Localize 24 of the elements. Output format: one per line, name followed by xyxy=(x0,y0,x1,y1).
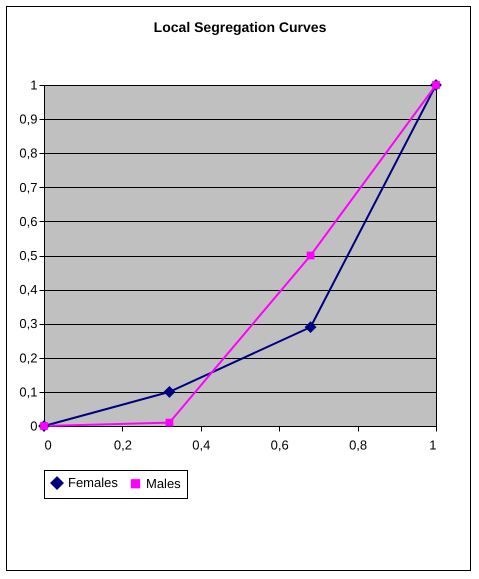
x-tick-label: 0,4 xyxy=(192,438,210,452)
x-tick-label: 1 xyxy=(429,438,436,452)
point xyxy=(304,321,316,334)
y-tick-label: 0,8 xyxy=(19,146,38,161)
y-tick-label: 0,2 xyxy=(19,350,38,366)
y-tick-label: 0,6 xyxy=(19,214,38,229)
point xyxy=(306,252,314,260)
y-tick-label: 0,3 xyxy=(19,316,38,332)
x-tick-label: 0,8 xyxy=(349,438,368,452)
legend-label: Males xyxy=(146,476,182,491)
y-tick-label: 0,5 xyxy=(19,248,38,263)
point xyxy=(164,386,176,398)
x-tick-label: 0,6 xyxy=(270,438,289,452)
chart-title: Local Segregation Curves xyxy=(154,19,327,35)
y-tick-label: 0 xyxy=(30,418,38,434)
y-tick-label: 0,4 xyxy=(19,282,38,298)
x-tick-label: 0,2 xyxy=(114,438,132,452)
y-tick-label: 1 xyxy=(30,78,38,92)
y-tick-label: 0,9 xyxy=(19,112,38,127)
legend-label: Females xyxy=(68,475,118,490)
x-tick-label: 0 xyxy=(44,438,52,452)
y-tick-label: 0,7 xyxy=(19,180,38,195)
point xyxy=(166,418,174,426)
y-tick-label: 0,1 xyxy=(19,384,38,400)
